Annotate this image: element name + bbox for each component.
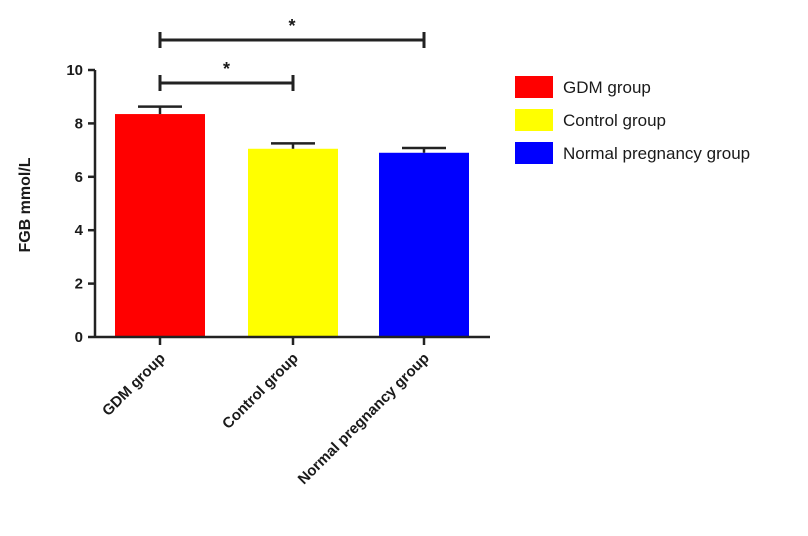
y-tick-label-8: 8	[75, 115, 83, 132]
sig-star-2: *	[288, 16, 295, 36]
y-axis: 0 2 4 6 8 10	[66, 62, 97, 346]
legend: GDM group Control group Normal pregnancy g…	[515, 76, 750, 164]
x-tick-label-1: GDM group	[99, 350, 169, 420]
sig-star-1: *	[223, 59, 230, 79]
x-tick-label-3: Normal pregnancy group	[295, 350, 433, 488]
legend-label-2: Control group	[563, 111, 666, 130]
y-tick-label-0: 0	[75, 329, 83, 346]
error-bars-group	[138, 105, 446, 153]
bar-2	[248, 148, 338, 337]
bars-group	[115, 114, 469, 338]
bar-1	[115, 114, 205, 338]
y-tick-label-4: 4	[75, 222, 84, 239]
significance-group: **	[158, 16, 426, 91]
y-tick-label-2: 2	[75, 276, 83, 293]
x-tick-label-2: Control group	[219, 350, 302, 433]
legend-swatch-2	[515, 109, 553, 131]
y-axis-label: FGB mmol/L	[17, 157, 34, 252]
legend-swatch-1	[515, 76, 553, 98]
bar-3	[379, 152, 469, 337]
legend-swatch-3	[515, 142, 553, 164]
legend-label-1: GDM group	[563, 78, 651, 97]
y-tick-label-10: 10	[66, 62, 83, 79]
legend-label-3: Normal pregnancy group	[563, 144, 750, 163]
y-tick-label-6: 6	[75, 169, 83, 186]
